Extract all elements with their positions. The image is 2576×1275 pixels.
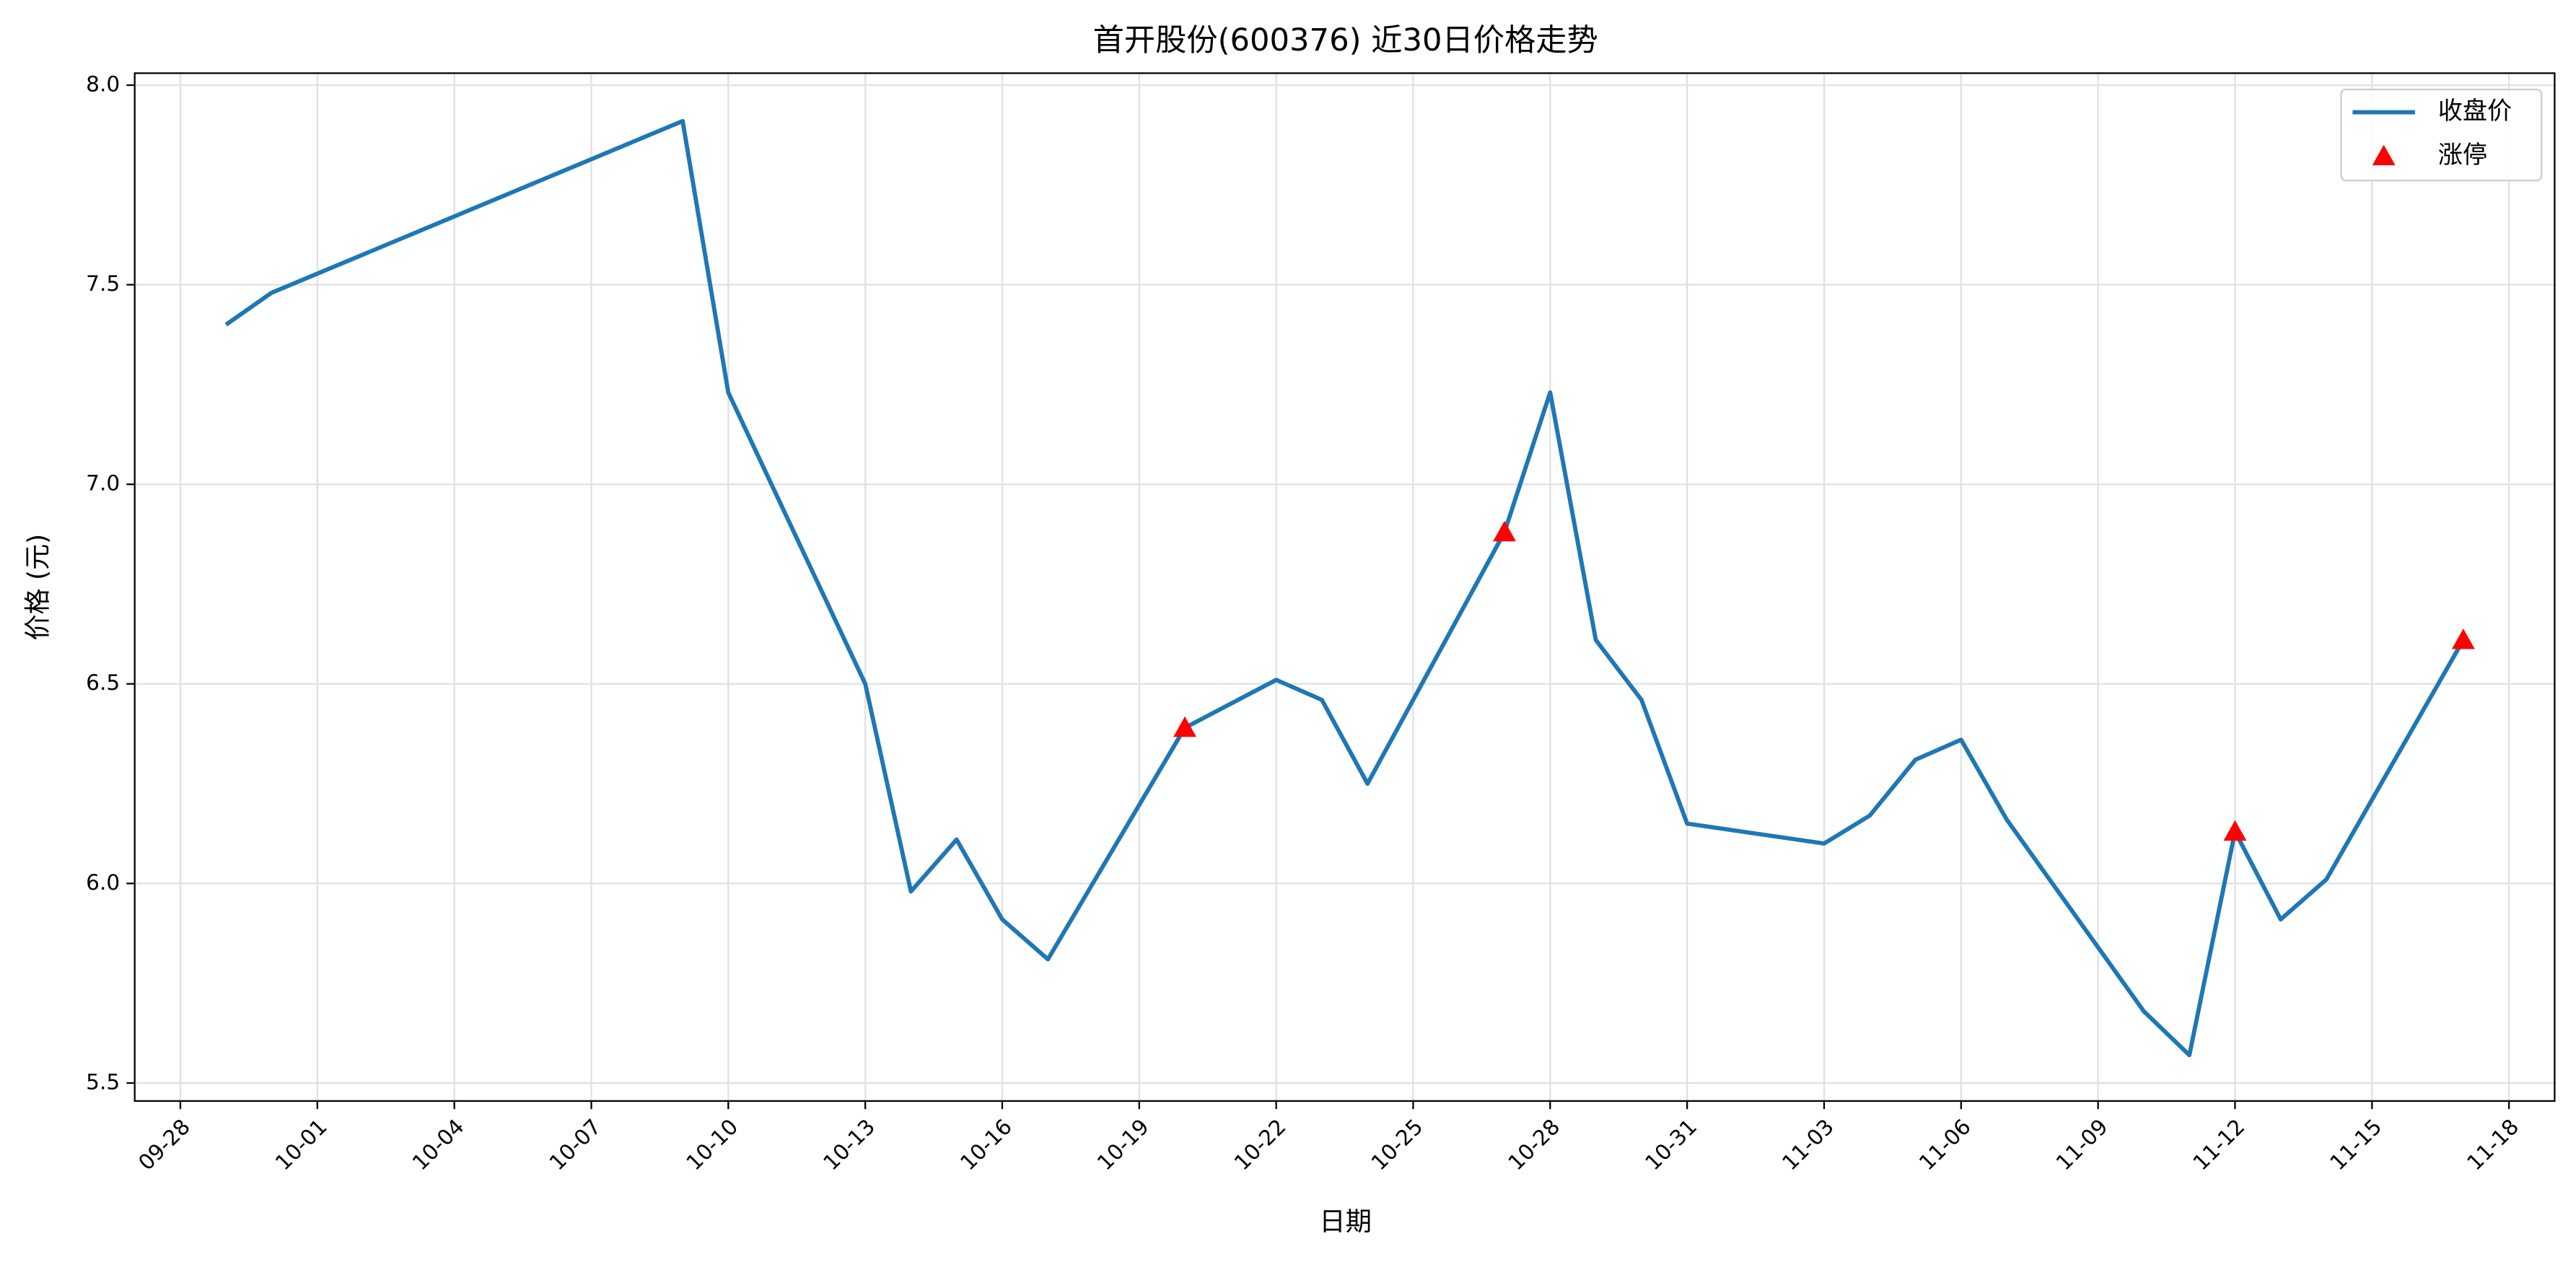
legend-label: 收盘价 [2438, 97, 2512, 126]
limit-up-marker [2451, 628, 2475, 649]
price-line [224, 118, 2466, 1058]
y-tick-label: 8.0 [86, 72, 120, 97]
y-tick-label: 7.5 [86, 271, 120, 296]
axes-frame [133, 72, 2556, 1102]
chart-title: 首开股份(600376) 近30日价格走势 [1093, 22, 1598, 58]
y-tick-label: 5.5 [86, 1070, 120, 1095]
y-tick-label: 6.5 [86, 670, 120, 695]
y-tick-label: 6.0 [86, 870, 120, 895]
y-axis-label: 价格 (元) [22, 534, 53, 641]
limit-up-marker [1173, 716, 1197, 737]
plot-area [224, 118, 2475, 1058]
limit-up-marker [2223, 820, 2247, 841]
legend-label: 涨停 [2438, 141, 2487, 170]
limit-up-marker [1493, 520, 1516, 542]
y-tick-label: 7.0 [86, 471, 120, 496]
legend-marker [2372, 144, 2396, 165]
x-axis-label: 日期 [1319, 1206, 1372, 1237]
